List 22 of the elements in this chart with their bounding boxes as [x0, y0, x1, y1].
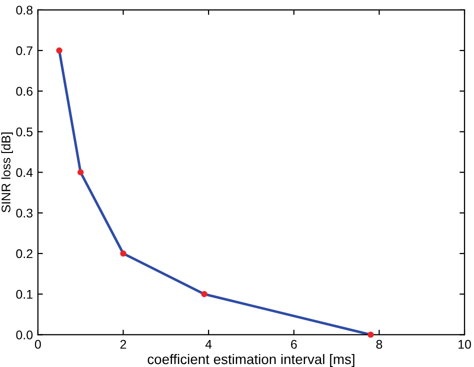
x-tick-label: 10 — [458, 340, 471, 349]
point — [77, 169, 84, 176]
point — [368, 332, 374, 338]
y-tick-label: 0.7 — [16, 46, 32, 56]
x-tick-label: 8 — [376, 340, 382, 349]
y-tick-label: 0.6 — [16, 86, 33, 96]
y-tick-label: 0.1 — [16, 290, 32, 299]
x-tick-label: 4 — [205, 340, 212, 349]
y-tick-label: 0.0 — [16, 330, 33, 340]
point — [201, 291, 208, 298]
y-axis-title: SINR loss [dB] — [1, 132, 13, 212]
point — [56, 47, 62, 54]
y-tick-label: 0.2 — [16, 249, 32, 258]
x-tick-label: 0 — [34, 340, 41, 349]
y-tick-label: 0.5 — [16, 128, 33, 136]
y-tick-label: 0.3 — [16, 208, 33, 218]
y-tick-label: 0.4 — [16, 168, 33, 177]
point — [120, 250, 126, 257]
x-axis-title: coefficient estimation interval [ms] — [148, 354, 354, 367]
x-tick-label: 6 — [291, 340, 297, 349]
x-tick-label: 2 — [120, 340, 126, 349]
y-tick-label: 0.8 — [16, 6, 33, 15]
